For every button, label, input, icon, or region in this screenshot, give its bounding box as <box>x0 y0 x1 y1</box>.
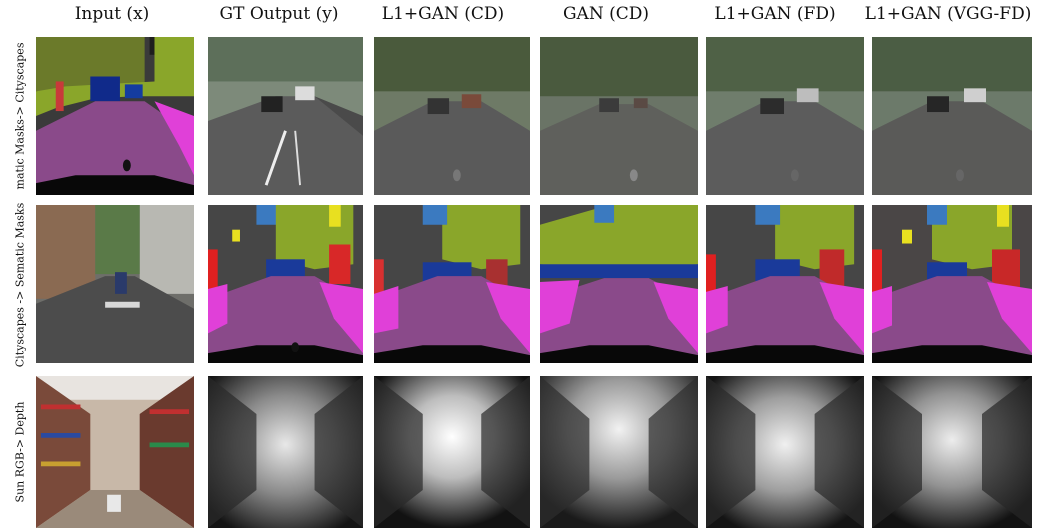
row2-gt-mask-image <box>208 205 363 363</box>
row1-l1-gan-fd-image <box>706 37 864 195</box>
row3-gan-cd-image <box>540 376 698 528</box>
row1-gan-cd-image <box>540 37 698 195</box>
column-header-gan-cd: GAN (CD) <box>562 4 650 24</box>
column-header-input: Input (x) <box>74 4 150 24</box>
row-label-cityscapes-to-masks: Cityscapes -> Sematic Masks <box>13 202 27 368</box>
row3-l1-gan-vgg-fd-image <box>872 376 1032 528</box>
column-header-l1-gan-fd: L1+GAN (FD) <box>714 4 836 24</box>
column-header-l1-gan-vgg-fd: L1+GAN (VGG-FD) <box>864 4 1032 24</box>
row2-input-photo-image <box>36 205 194 363</box>
column-header-gt-output: GT Output (y) <box>219 4 339 24</box>
row3-input-rgb-image <box>36 376 194 528</box>
row-label-masks-to-cityscapes: matic Masks-> Cityscapes <box>13 42 27 190</box>
row3-l1-gan-cd-image <box>374 376 530 528</box>
row2-gan-cd-image <box>540 205 698 363</box>
row1-l1-gan-cd-image <box>374 37 530 195</box>
row2-l1-gan-cd-image <box>374 205 530 363</box>
row1-l1-gan-vgg-fd-image <box>872 37 1032 195</box>
column-header-l1-gan-cd: L1+GAN (CD) <box>381 4 505 24</box>
row3-gt-depth-image <box>208 376 363 528</box>
row3-l1-gan-fd-image <box>706 376 864 528</box>
row2-l1-gan-vgg-fd-image <box>872 205 1032 363</box>
row-label-sun-rgb-to-depth: Sun RGB-> Depth <box>13 401 27 503</box>
row2-l1-gan-fd-image <box>706 205 864 363</box>
row1-gt-output-image <box>208 37 363 195</box>
row1-input-mask-image <box>36 37 194 195</box>
